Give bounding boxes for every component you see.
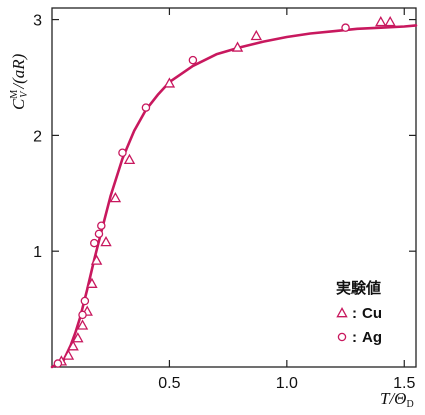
axis-ticks <box>52 8 416 367</box>
data-point-cu <box>250 29 263 41</box>
x-axis-label: T/ΘD <box>380 389 414 410</box>
legend-marker-ag <box>337 332 347 342</box>
data-point-ag <box>90 238 99 248</box>
data-point-ag <box>118 148 127 158</box>
data-point-cu <box>100 235 112 247</box>
data-point-cu <box>231 41 244 52</box>
data-point-ag <box>188 55 198 65</box>
legend-label-ag: Ag <box>362 329 382 346</box>
data-point-cu <box>90 254 103 265</box>
y-tick-label: 2 <box>33 128 42 145</box>
legend: 実験値: Cu: Ag <box>336 279 382 346</box>
data-point-cu <box>72 332 84 343</box>
legend-colon: : <box>352 305 357 322</box>
tick-labels: 0.5 1.0 1.5 1 2 3 <box>33 13 415 392</box>
data-point-cu <box>76 319 89 330</box>
y-axis-label: CMV/(aR) <box>9 53 30 110</box>
data-point-cu <box>62 349 75 360</box>
data-point-ag <box>78 310 87 320</box>
data-point-ag <box>53 359 63 368</box>
data-point-ag <box>94 229 104 239</box>
data-point-cu <box>67 340 79 351</box>
plot-border <box>51 7 417 368</box>
legend-label-cu: Cu <box>362 305 382 322</box>
legend-colon: : <box>352 329 357 346</box>
data-point-cu <box>384 15 396 27</box>
x-tick-label: 1.5 <box>393 375 415 392</box>
legend-title: 実験値 <box>336 279 381 297</box>
data-point-ag <box>141 103 151 112</box>
marker-layer <box>53 15 396 368</box>
data-point-cu <box>86 277 98 288</box>
data-point-cu <box>163 77 176 88</box>
x-tick-label: 0.5 <box>158 375 180 392</box>
data-point-ag <box>341 23 350 32</box>
y-tick-label: 1 <box>33 244 42 261</box>
data-point-ag <box>80 296 90 306</box>
y-tick-label: 3 <box>33 13 42 30</box>
data-point-cu <box>109 191 122 203</box>
data-point-cu <box>123 153 136 165</box>
x-tick-label: 1.0 <box>276 375 298 392</box>
legend-marker-cu <box>336 307 348 318</box>
data-point-ag <box>97 221 106 230</box>
data-point-cu <box>375 15 387 27</box>
plot-frame <box>51 7 417 368</box>
